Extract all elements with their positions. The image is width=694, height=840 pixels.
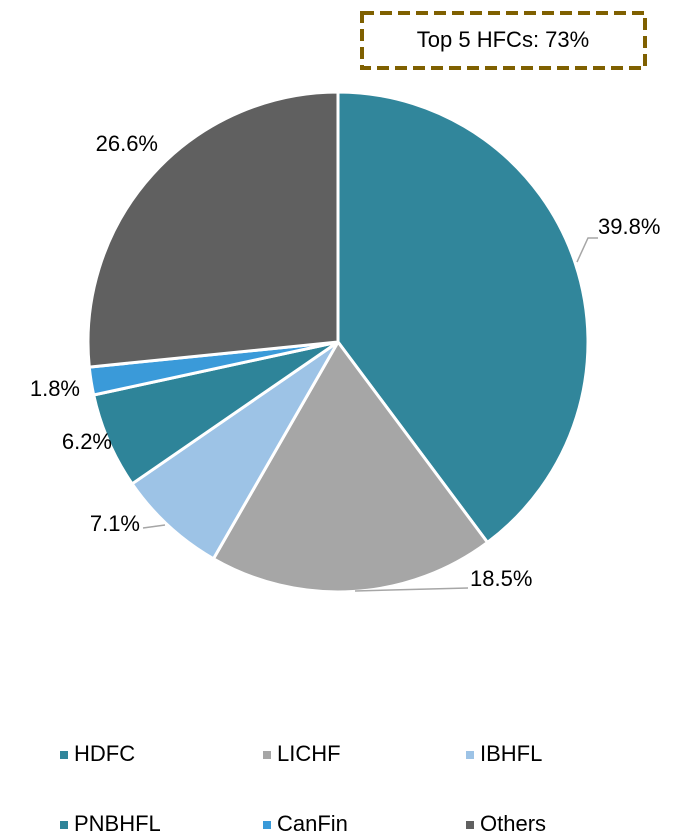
data-label: 1.8% xyxy=(30,376,80,401)
legend-label: HDFC xyxy=(74,741,135,766)
legend-marker xyxy=(466,751,474,759)
legend-label: Others xyxy=(480,811,546,835)
pie-slice xyxy=(86,90,340,369)
legend-marker xyxy=(263,821,271,829)
legend-label: PNBHFL xyxy=(74,811,161,835)
legend-label: IBHFL xyxy=(480,741,542,766)
data-label: 6.2% xyxy=(62,429,112,454)
legend-marker xyxy=(60,821,68,829)
leader-line xyxy=(142,524,166,529)
pie-slice xyxy=(336,90,590,545)
annotation-box xyxy=(360,11,647,70)
data-label: 7.1% xyxy=(90,511,140,536)
data-label: 18.5% xyxy=(470,566,532,591)
annotation: Top 5 HFCs: 73% xyxy=(417,27,589,52)
legend-marker xyxy=(60,751,68,759)
data-label: 26.6% xyxy=(96,131,158,156)
data-label: 39.8% xyxy=(598,214,660,239)
legend-label: LICHF xyxy=(277,741,341,766)
legend-marker xyxy=(466,821,474,829)
legend-label: CanFin xyxy=(277,811,348,835)
leader-line xyxy=(354,587,469,592)
pie-slice xyxy=(211,339,490,594)
leader-line xyxy=(576,237,598,263)
legend-marker xyxy=(263,751,271,759)
pie-slice xyxy=(130,340,340,561)
